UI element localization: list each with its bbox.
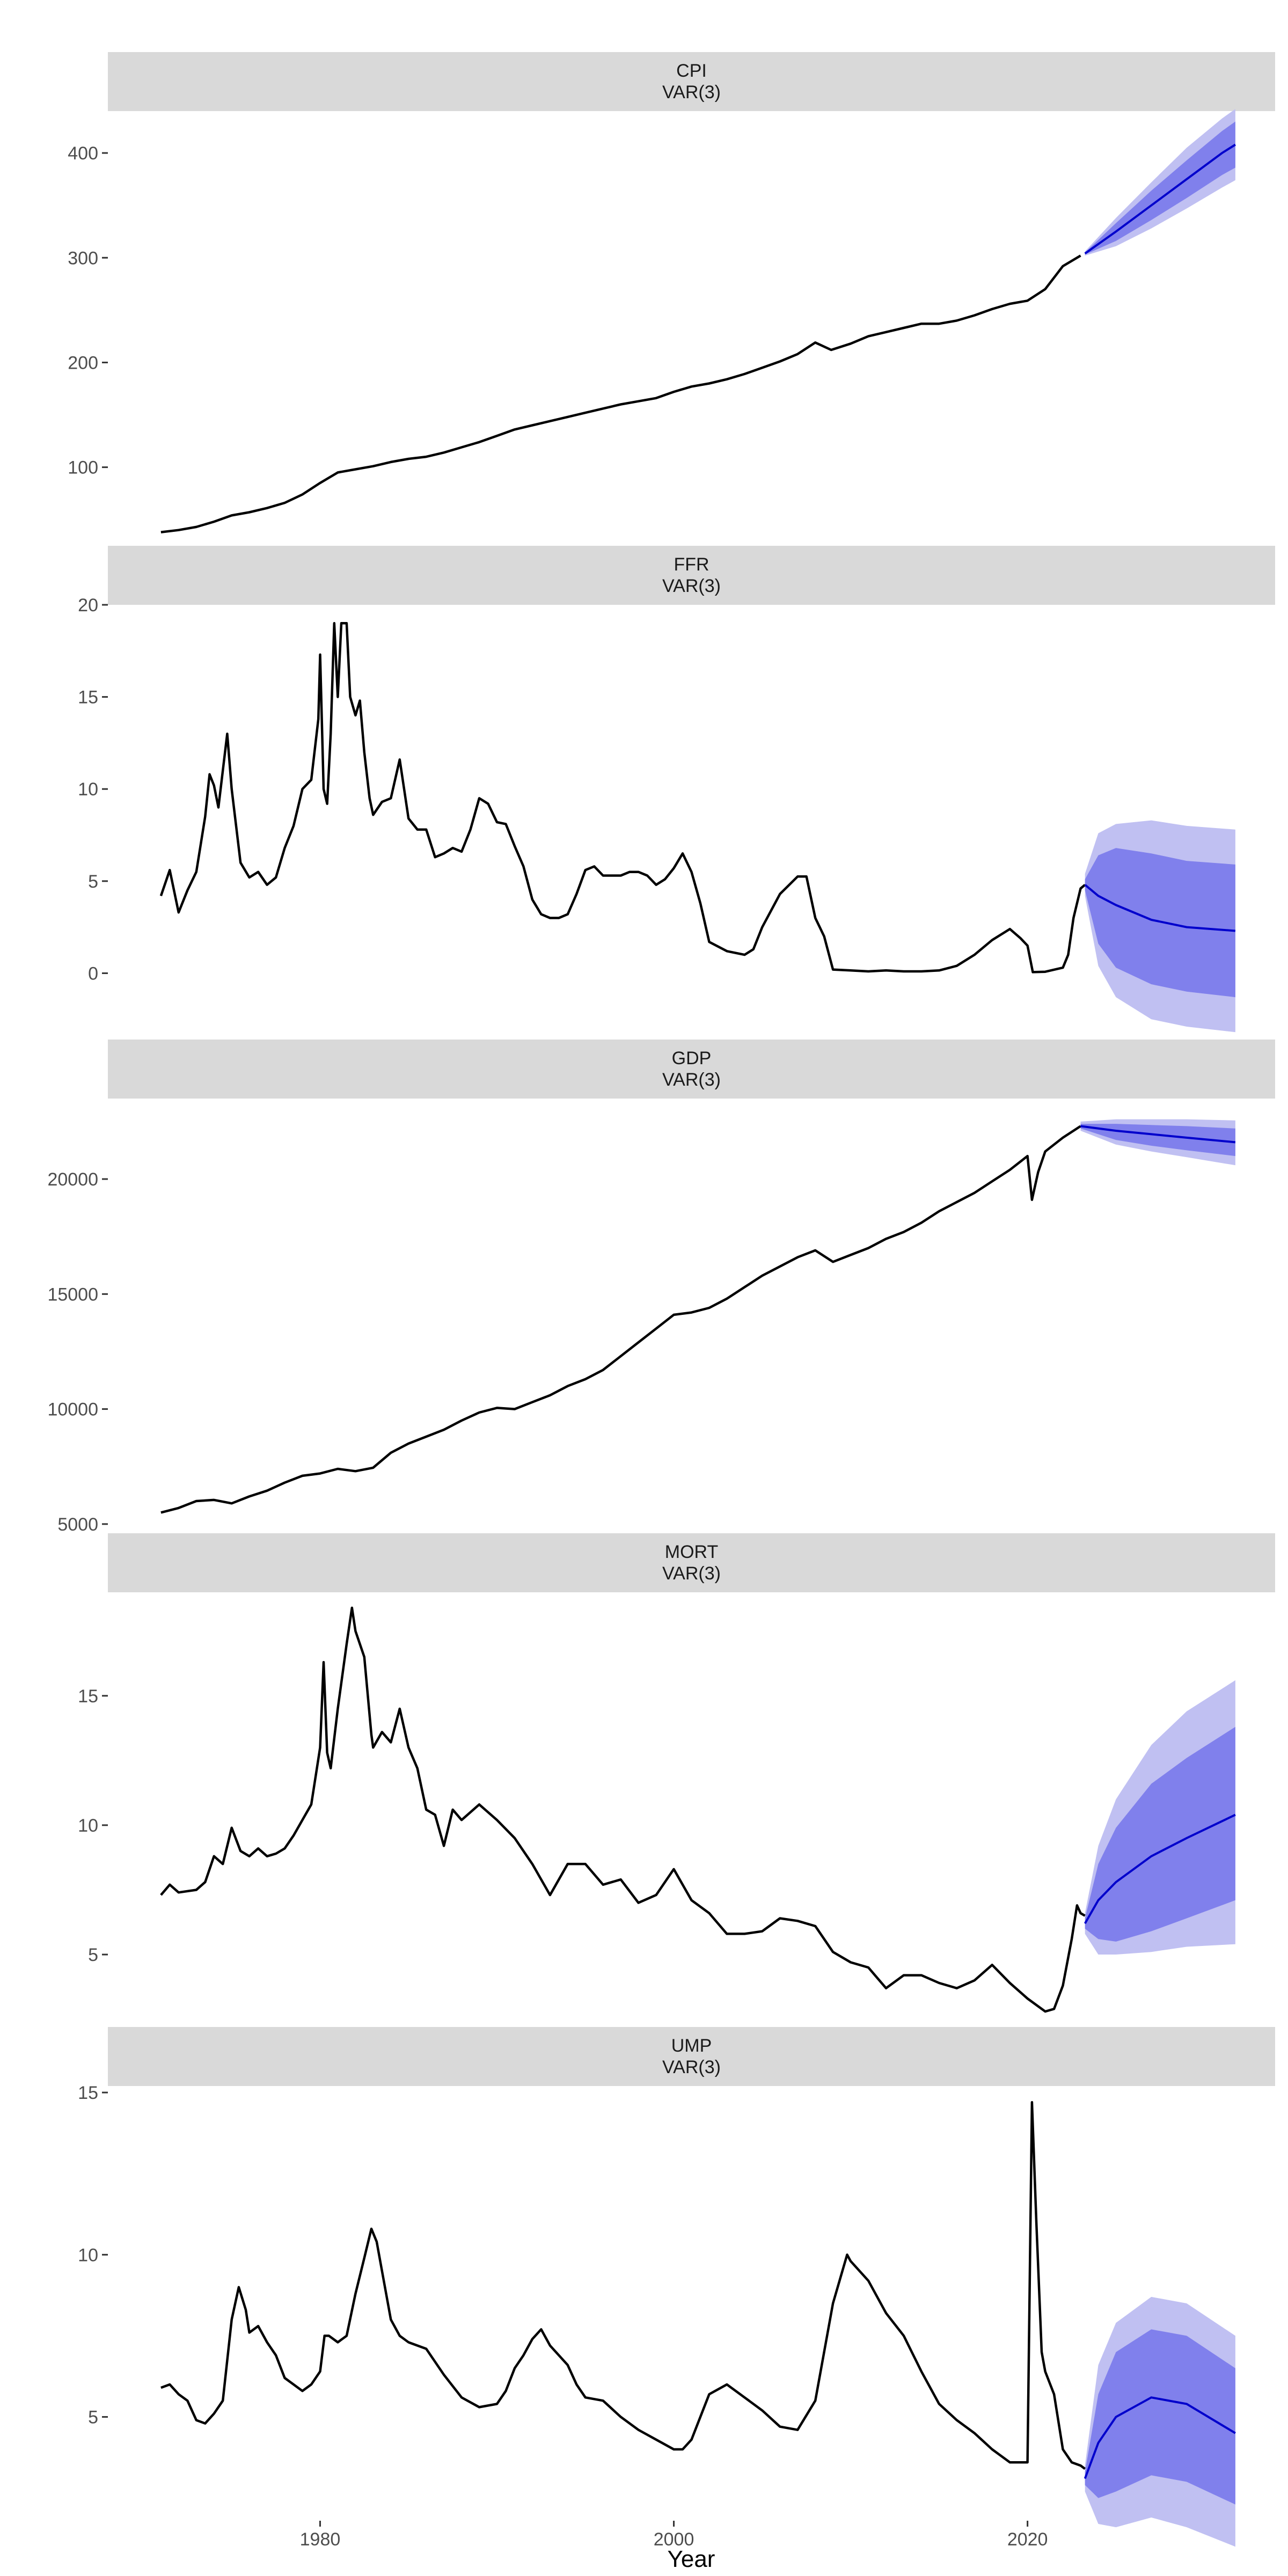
panel-title: UMP	[671, 2036, 712, 2056]
y-tick-label: 10	[78, 779, 98, 800]
panel-title: FFR	[674, 554, 709, 575]
forecast-band-80	[1085, 1726, 1235, 1942]
forecast-band-80	[1085, 2329, 1235, 2505]
y-tick-label: 15	[78, 1686, 98, 1707]
y-tick-label: 15	[78, 2083, 98, 2103]
history-line	[160, 1125, 1081, 1514]
y-tick-label: 10000	[47, 1400, 98, 1420]
panel-title: MORT	[665, 1542, 718, 1562]
forecast-mean-line	[1084, 884, 1236, 932]
history-line	[160, 254, 1081, 533]
history-line	[159, 622, 1086, 974]
history-line	[160, 2101, 1086, 2470]
y-tick-label: 10	[78, 1816, 98, 1836]
y-tick-label: 15	[78, 687, 98, 708]
panel-strip	[108, 52, 1275, 111]
y-tick-label: 200	[68, 353, 98, 373]
forecast-mean-line	[1084, 1813, 1236, 1924]
panel-strip	[108, 1040, 1275, 1099]
y-tick-label: 5	[88, 1945, 98, 1965]
panel-title: GDP	[672, 1048, 712, 1069]
panel-strip	[108, 2027, 1275, 2086]
y-tick-label: 300	[68, 248, 98, 268]
y-tick-label: 0	[88, 963, 98, 984]
panels-group: CPIVAR(3)100200300400FFRVAR(3)05101520GD…	[47, 52, 1275, 2547]
y-tick-label: 20	[78, 595, 98, 616]
y-tick-label: 10	[78, 2245, 98, 2265]
panel-subtitle: VAR(3)	[662, 1070, 721, 1090]
x-tick-label: 1980	[300, 2529, 341, 2550]
panel-subtitle: VAR(3)	[662, 1563, 721, 1584]
forecast-mean-line	[1080, 1125, 1236, 1144]
y-tick-label: 5000	[57, 1514, 98, 1535]
panel-strip	[108, 546, 1275, 605]
panel-subtitle: VAR(3)	[662, 82, 721, 103]
x-axis: 1980 2000 2020	[300, 2521, 1048, 2550]
y-tick-label: 5	[88, 2407, 98, 2428]
forecast-band-80	[1085, 121, 1235, 255]
history-line	[160, 1606, 1086, 2013]
panel-strip	[108, 1533, 1275, 1592]
panel-subtitle: VAR(3)	[662, 2057, 721, 2077]
x-tick-label: 2000	[654, 2529, 694, 2550]
y-tick-label: 5	[88, 872, 98, 892]
y-tick-label: 20000	[47, 1169, 98, 1190]
y-tick-label: 100	[68, 458, 98, 478]
forecast-mean-line	[1084, 2396, 1236, 2479]
y-tick-label: 400	[68, 143, 98, 164]
panel-subtitle: VAR(3)	[662, 576, 721, 596]
x-tick-label: 2020	[1007, 2529, 1048, 2550]
panel-title: CPI	[676, 61, 707, 81]
x-axis-label: Year	[668, 2546, 715, 2572]
y-tick-label: 15000	[47, 1284, 98, 1305]
forecast-mean-line	[1084, 143, 1236, 255]
